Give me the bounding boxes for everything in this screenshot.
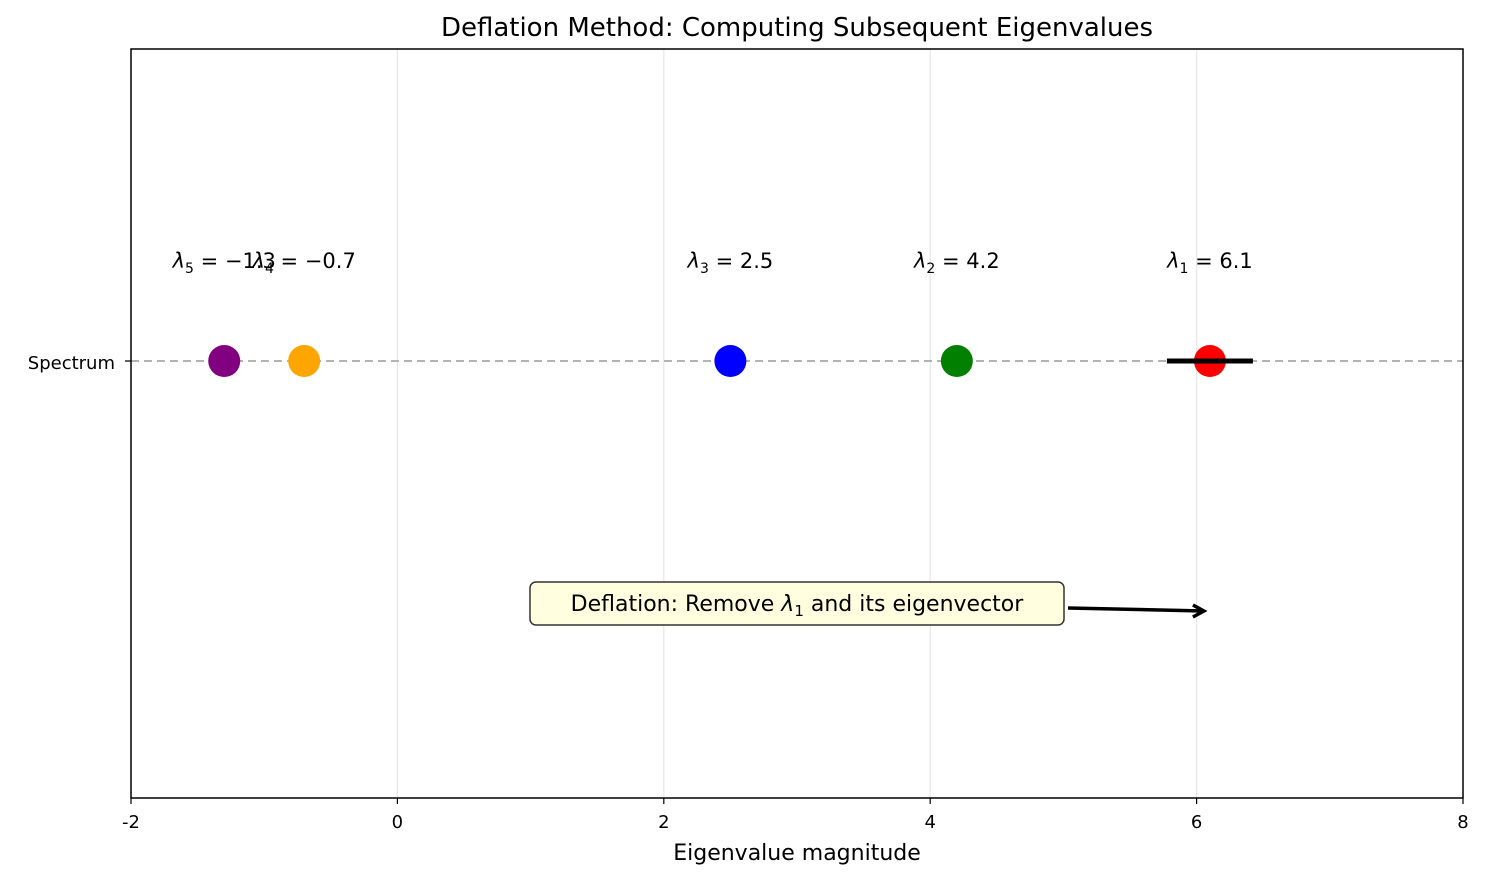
eigenvalue-label: λ2 = 4.2 [913, 249, 1000, 277]
points-layer [208, 345, 1253, 377]
labels-layer: λ1 = 6.1 λ2 = 4.2 λ3 = 2.5 λ4 = −0.7λ5 = −1… [172, 249, 1253, 277]
x-tick-label: 6 [1191, 812, 1202, 833]
x-tick-label: 4 [924, 812, 935, 833]
eigenvalue-label: λ1 = 6.1 [1166, 249, 1253, 277]
grid-layer [396, 49, 1198, 798]
annotation-arrow-shaft [1067, 606, 1204, 613]
eigenvalue-label: λ3 = 2.5 [687, 249, 774, 277]
eigenvalue-label: λ4 = −0.7 [252, 249, 356, 277]
x-axis-label: Eigenvalue magnitude [673, 841, 921, 866]
eigenvalue-label: λ5 = −1.3 [172, 249, 276, 277]
eigenvalue-point [288, 345, 321, 377]
x-tick-label: 8 [1457, 812, 1468, 833]
annotation-layer: Deflation: Remove λ1 and its eigenvector [529, 581, 1208, 626]
annotation-box [529, 581, 1065, 626]
chart-title: Deflation Method: Computing Subsequent E… [441, 13, 1153, 43]
annotation-text: Deflation: Remove λ1 and its eigenvector [571, 592, 1025, 620]
y-tick-label-spectrum: Spectrum [28, 353, 115, 374]
x-tick-label: 0 [392, 812, 403, 833]
annotation-arrow-head [1192, 603, 1208, 619]
x-tick-label: -2 [122, 812, 140, 833]
x-tick-label: 2 [658, 812, 669, 833]
eigenvalue-point [208, 345, 241, 377]
plot-frame [130, 48, 1464, 799]
ticks-layer: -2 0 2 4 6 8 [122, 360, 1469, 833]
eigenvalue-point [714, 345, 747, 377]
eigenvalue-point [940, 345, 973, 377]
